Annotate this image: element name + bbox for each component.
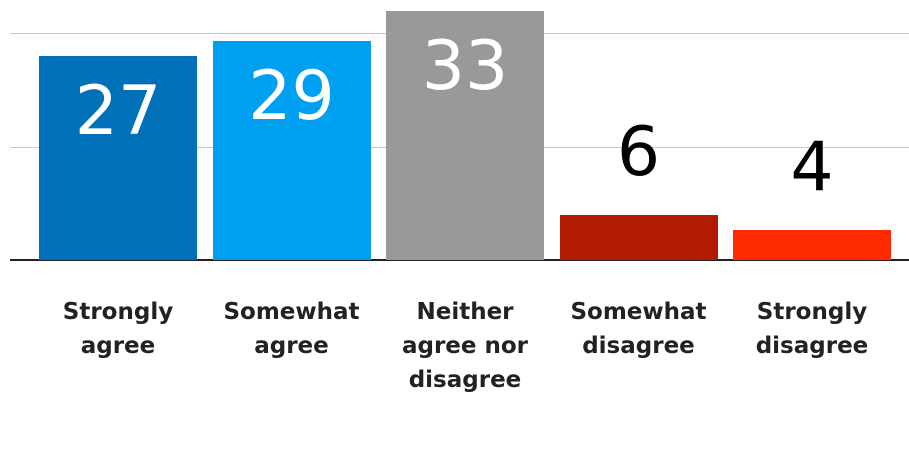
x-tick-label: Strongly disagree xyxy=(755,299,869,359)
value-label: 33 xyxy=(421,26,509,106)
value-label: 27 xyxy=(74,71,162,151)
x-tick-label: Strongly agree xyxy=(62,299,174,359)
x-tick-label: Somewhat disagree xyxy=(570,299,707,359)
value-label: 29 xyxy=(248,56,335,136)
value-label: 6 xyxy=(616,112,661,192)
baseline xyxy=(10,259,909,261)
bar xyxy=(559,214,718,260)
x-tick-label: Neither agree nor disagree xyxy=(401,299,529,393)
bar xyxy=(386,10,544,260)
value-label: 4 xyxy=(790,127,834,207)
bar xyxy=(733,229,891,260)
bar xyxy=(212,40,371,260)
bar xyxy=(39,55,197,260)
x-tick-label: Somewhat agree xyxy=(223,299,360,359)
